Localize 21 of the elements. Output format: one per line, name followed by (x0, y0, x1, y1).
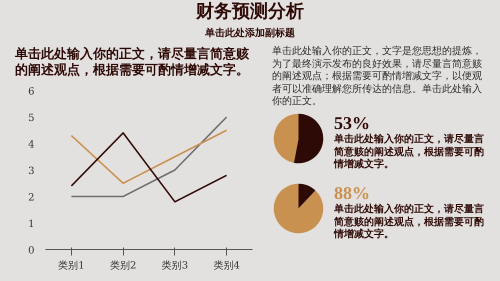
y-tick-label: 1 (28, 219, 35, 230)
chart-subtitle: 单击此处添加副标题 (204, 28, 296, 40)
y-tick-label: 0 (28, 246, 35, 256)
x-tick-label: 类别2 (110, 260, 136, 272)
line-series (70, 129, 228, 184)
y-tick-label: 6 (28, 86, 35, 98)
y-tick-label: 2 (28, 192, 35, 204)
y-tick-label: 5 (28, 113, 35, 124)
text: 单击此处输入你的正文，文字是您思想的提炼，为了最终演示发布的良好效果，请尽量言简意赅的阐述观点；根据需要可酌情增减文字，以便观者可以准确理解您所传达的信息。单击此处输入你的正文。 (272, 46, 487, 108)
x-tick-label: 类别1 (58, 260, 85, 272)
data-label: 53% (334, 112, 484, 134)
x-tick-label: 类别4 (213, 260, 240, 272)
text: 单击此处输入你的正文，请尽量言简意赅的阐述观点，根据需要可酌情增减文字。 (15, 46, 250, 78)
text: 单击此处输入你的正文，请尽量言简意赅的阐述观点，根据需要可酌情增减文字。 (334, 134, 484, 172)
text: 单击此处输入你的正文，请尽量言简意赅的阐述观点，根据需要可酌情增减文字。 (334, 204, 484, 242)
chart-title: 财务预测分析 (0, 0, 500, 22)
line-series (70, 132, 228, 203)
y-tick-label: 3 (28, 166, 35, 177)
data-label: 88% (334, 182, 484, 204)
x-tick-label: 类别3 (162, 260, 188, 272)
y-tick-label: 4 (28, 140, 35, 150)
